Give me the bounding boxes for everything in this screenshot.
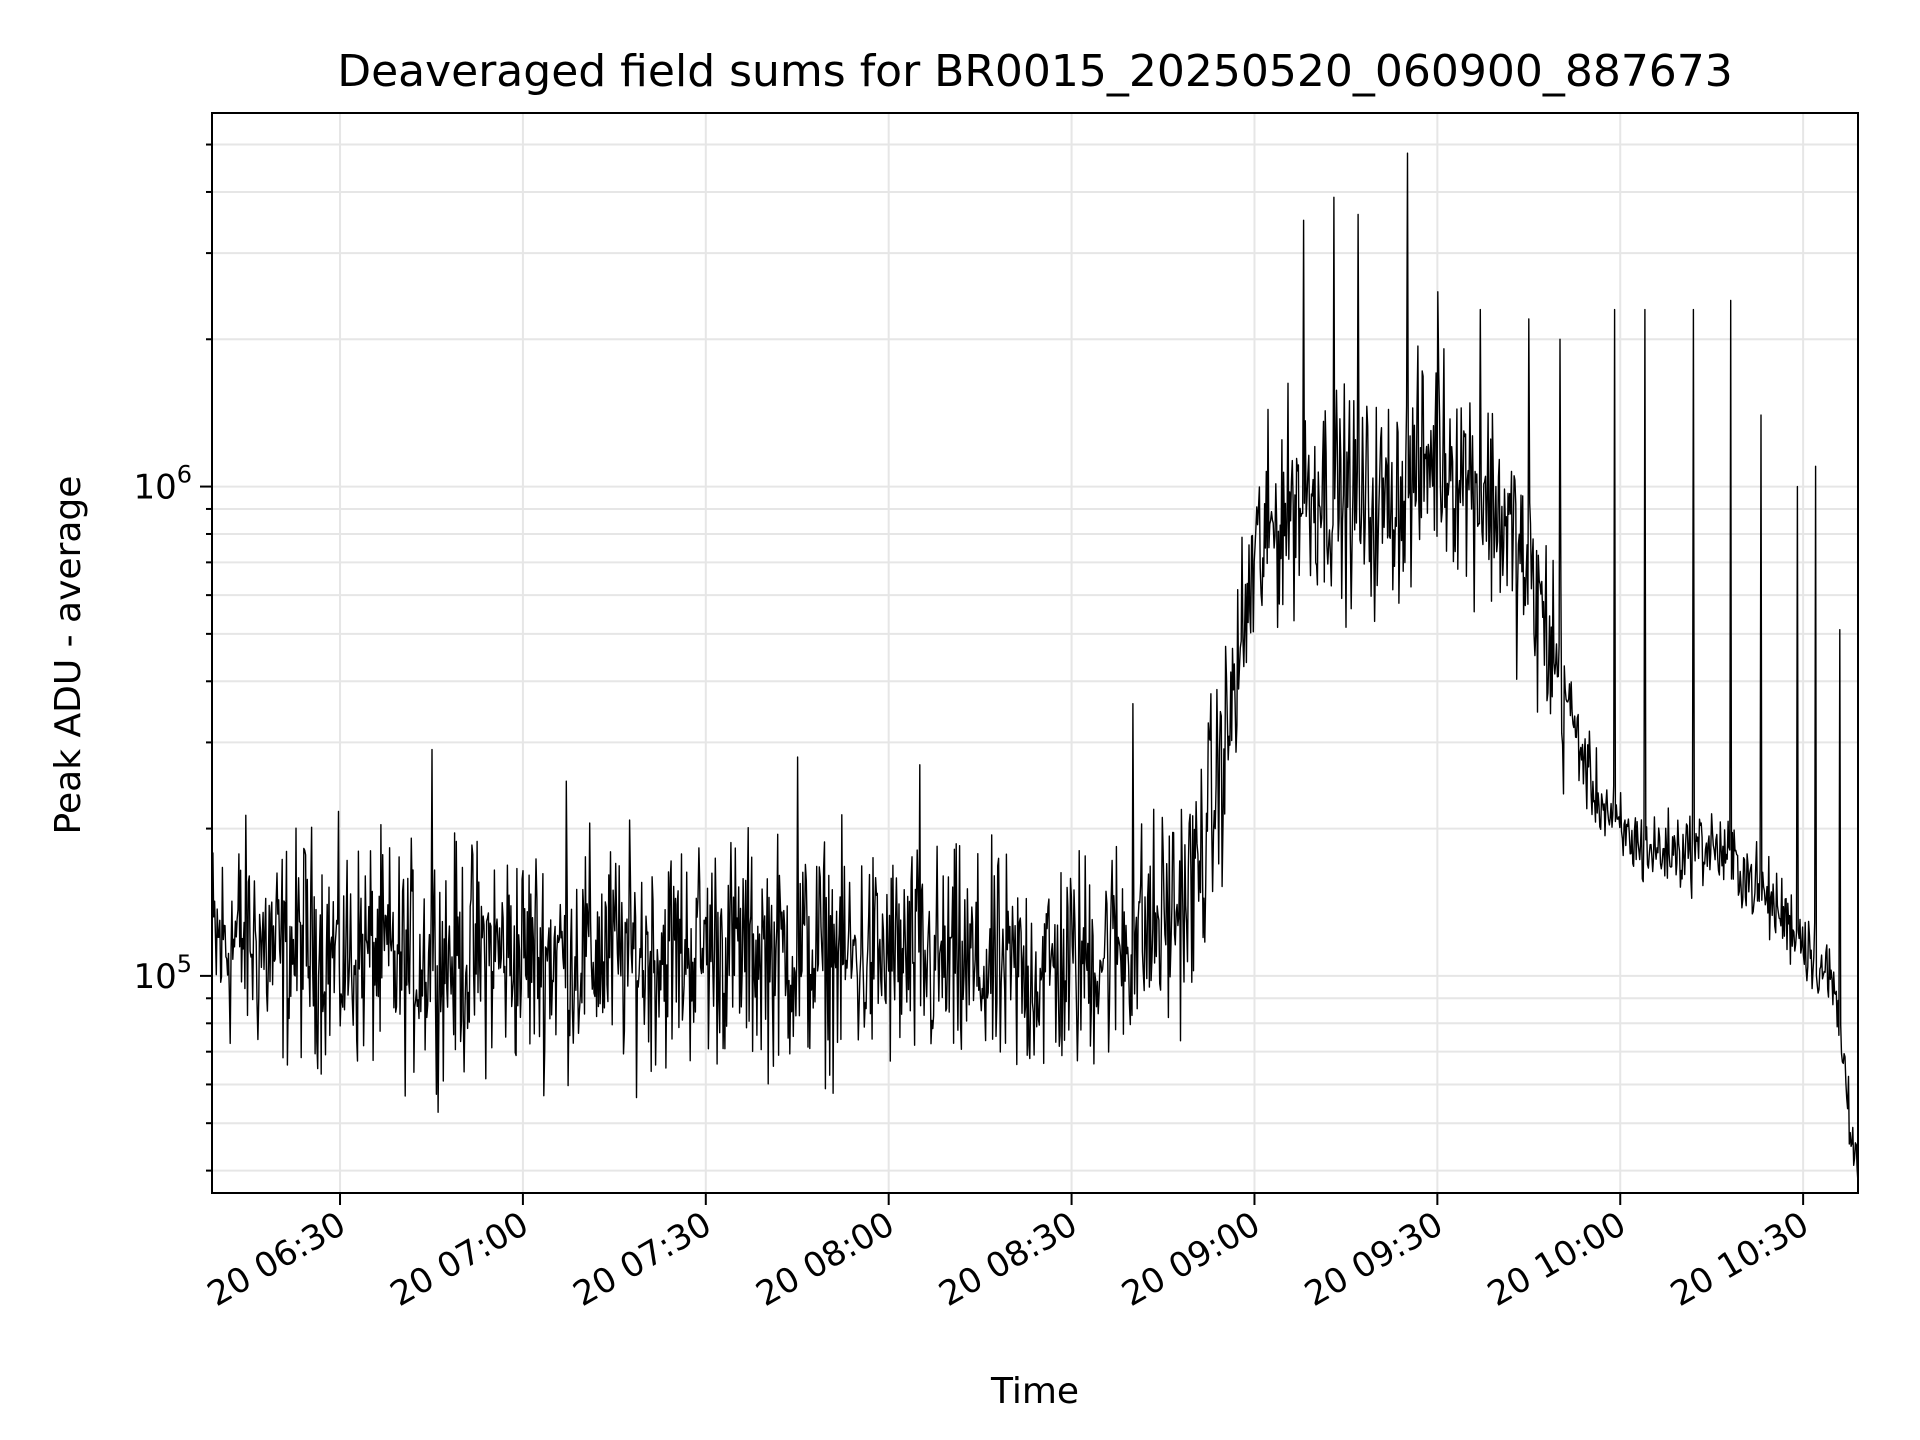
chart-title: Deaveraged field sums for BR0015_2025052…	[337, 46, 1733, 97]
series-line-group	[211, 152, 1859, 1184]
series-line	[211, 152, 1859, 1184]
y-axis-title: Peak ADU - average	[48, 476, 89, 835]
y-tick-label: 106	[133, 461, 192, 508]
y-tick-label: 105	[133, 950, 192, 997]
plot-frame	[211, 112, 1859, 1194]
x-axis-title: Time	[990, 1371, 1079, 1412]
